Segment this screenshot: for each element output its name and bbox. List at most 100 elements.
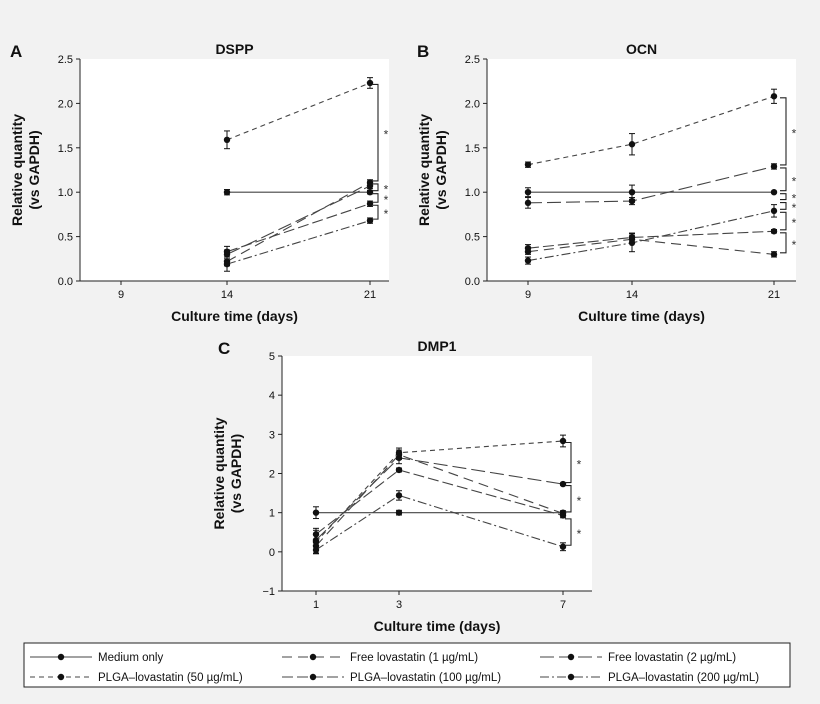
y-tick-label: 1.5	[465, 143, 480, 155]
bracket-line	[780, 211, 787, 231]
data-point	[770, 93, 778, 100]
y-tick-label: 1	[269, 508, 275, 520]
y-tick-label: 0	[269, 547, 275, 559]
significance-star: *	[792, 201, 797, 215]
legend-item: Medium only	[30, 652, 163, 664]
x-tick-label: 7	[560, 599, 566, 611]
series-line	[226, 203, 371, 253]
panel-letter: B	[417, 42, 429, 61]
data-point	[770, 207, 778, 215]
bracket-line	[780, 97, 787, 166]
data-point	[524, 189, 532, 196]
plot-area	[487, 59, 796, 281]
bracket-line	[780, 202, 787, 210]
x-axis-label: Culture time (days)	[374, 618, 501, 634]
x-axis-label: Culture time (days)	[171, 308, 298, 324]
chart-panel-a: A DSPP Culture time (days) Relative quantit…	[9, 41, 389, 324]
chart-panel-c: C DMP1 Culture time (days) Relative quantit…	[211, 338, 592, 634]
significance-bracket: *	[780, 167, 797, 192]
bracket-line	[565, 485, 572, 513]
plot-area	[80, 59, 389, 281]
significance-bracket: *	[565, 441, 582, 484]
data-point	[628, 239, 636, 247]
y-axis-label: (vs GAPDH)	[228, 434, 244, 513]
significance-star: *	[792, 126, 797, 140]
data-point	[770, 163, 778, 170]
data-point	[366, 79, 374, 87]
y-tick-label: 0.0	[465, 276, 480, 288]
significance-star: *	[384, 182, 389, 196]
plot-area	[282, 356, 592, 591]
series-line	[315, 469, 564, 535]
legend-label: Free lovastatin (1 µg/mL)	[350, 652, 478, 664]
data-point	[312, 546, 320, 554]
series-4	[223, 77, 374, 150]
data-point	[366, 189, 374, 196]
data-point	[366, 182, 374, 190]
data-point	[770, 189, 778, 196]
bracket-line	[372, 204, 379, 220]
x-tick-label: 1	[313, 599, 319, 611]
y-tick-label: 4	[269, 390, 275, 402]
bracket-line	[372, 83, 379, 182]
significance-star: *	[792, 174, 797, 188]
series-1	[524, 184, 778, 200]
y-tick-label: −1	[262, 586, 275, 598]
significance-star: *	[792, 238, 797, 252]
data-point	[628, 189, 636, 196]
significance-star: *	[384, 193, 389, 207]
y-tick-label: 1.0	[58, 187, 73, 199]
bracket-line	[565, 441, 572, 484]
x-tick-label: 14	[221, 289, 233, 301]
x-tick-label: 9	[525, 289, 531, 301]
data-point	[395, 449, 403, 456]
bracket-line	[780, 167, 787, 192]
y-tick-label: 3	[269, 429, 275, 441]
legend-swatch-marker	[567, 653, 575, 661]
data-point	[524, 257, 532, 264]
series-line	[315, 454, 564, 547]
legend-item: Free lovastatin (2 µg/mL)	[540, 652, 736, 664]
significance-star: *	[577, 527, 582, 541]
significance-bracket: *	[565, 485, 582, 513]
x-tick-label: 14	[626, 289, 638, 301]
significance-bracket: *	[780, 192, 797, 206]
series-5	[223, 200, 374, 258]
chart-title: DSPP	[215, 41, 253, 57]
panel-letter: C	[218, 339, 230, 358]
data-point	[524, 161, 532, 168]
y-tick-label: 2	[269, 469, 275, 481]
series-line	[226, 185, 371, 255]
y-axis-label: Relative quantity	[211, 417, 227, 529]
x-tick-label: 9	[118, 289, 124, 301]
significance-star: *	[792, 216, 797, 230]
legend-item: PLGA–lovastatin (200 µg/mL)	[540, 672, 759, 684]
series-6	[223, 217, 374, 272]
significance-star: *	[577, 494, 582, 508]
series-6	[312, 490, 567, 554]
y-tick-label: 0.0	[58, 276, 73, 288]
bracket-line	[372, 193, 379, 203]
y-axis-label: Relative quantity	[9, 114, 25, 226]
data-point	[223, 248, 231, 255]
y-tick-label: 1.5	[58, 143, 73, 155]
significance-bracket: *	[372, 204, 389, 221]
significance-star: *	[384, 207, 389, 221]
data-point	[312, 509, 320, 516]
data-point	[628, 141, 636, 148]
x-axis-label: Culture time (days)	[578, 308, 705, 324]
significance-bracket: *	[780, 97, 797, 166]
significance-bracket: *	[565, 518, 582, 546]
y-tick-label: 2.5	[58, 54, 73, 66]
data-point	[223, 189, 231, 196]
panel-letter: A	[10, 42, 22, 61]
data-point	[395, 492, 403, 499]
series-line	[226, 181, 371, 262]
data-point	[770, 228, 778, 235]
chart-panels: A DSPP Culture time (days) Relative quantit…	[9, 41, 797, 634]
bracket-line	[780, 193, 787, 201]
significance-bracket: *	[372, 182, 389, 196]
legend-swatch-marker	[567, 673, 575, 681]
legend-box	[23, 642, 791, 688]
